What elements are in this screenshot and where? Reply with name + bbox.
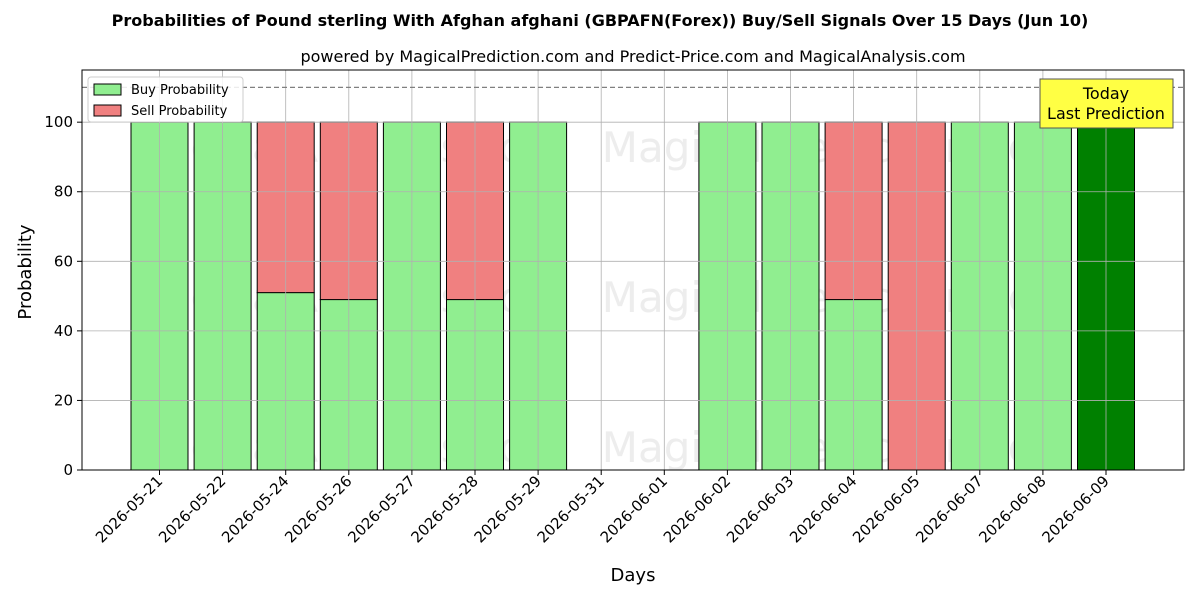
x-tick-label: 2026-05-31 bbox=[534, 472, 608, 546]
legend-swatch bbox=[93, 104, 122, 117]
x-tick-label: 2026-06-01 bbox=[597, 472, 671, 546]
annotation-text: Last Prediction bbox=[1047, 104, 1165, 123]
x-tick-label: 2026-06-08 bbox=[975, 472, 1049, 546]
legend-label: Buy Probability bbox=[131, 83, 229, 98]
x-tick-label: 2026-06-03 bbox=[723, 472, 797, 546]
legend: Buy Probability Sell Probability bbox=[87, 76, 244, 123]
y-tick-label: 40 bbox=[54, 322, 73, 340]
x-tick-label: 2026-05-24 bbox=[218, 472, 292, 546]
annotation-box bbox=[1039, 78, 1174, 129]
y-tick-label: 100 bbox=[44, 113, 73, 131]
plot-area: MagicalAnalysis.comMagicalPrediction.com… bbox=[44, 69, 1185, 546]
plot-frame bbox=[81, 69, 1185, 471]
x-tick-label: 2026-05-26 bbox=[281, 472, 355, 546]
y-tick-label: 60 bbox=[54, 252, 73, 270]
legend-label: Sell Probability bbox=[131, 104, 228, 119]
y-axis-label: Probability bbox=[15, 224, 36, 319]
x-tick-label: 2026-06-09 bbox=[1038, 472, 1112, 546]
y-tick-label: 0 bbox=[63, 461, 73, 479]
x-axis-label: Days bbox=[611, 565, 656, 586]
x-tick-label: 2026-05-29 bbox=[471, 472, 545, 546]
annotation-text: Today bbox=[1082, 84, 1129, 103]
x-tick-label: 2026-06-02 bbox=[660, 472, 734, 546]
x-tick-label: 2026-05-21 bbox=[92, 472, 166, 546]
legend-swatch bbox=[93, 83, 122, 96]
x-tick-label: 2026-06-05 bbox=[849, 472, 923, 546]
y-tick-label: 80 bbox=[54, 183, 73, 201]
x-tick-label: 2026-05-27 bbox=[344, 472, 418, 546]
chart-subtitle: powered by MagicalPrediction.com and Pre… bbox=[300, 47, 965, 66]
y-tick-label: 20 bbox=[54, 391, 73, 409]
legend-box bbox=[87, 76, 244, 123]
chart-title: Probabilities of Pound sterling With Afg… bbox=[112, 11, 1089, 30]
x-tick-label: 2026-06-04 bbox=[786, 472, 860, 546]
x-tick-label: 2026-05-22 bbox=[155, 472, 229, 546]
x-tick-label: 2026-06-07 bbox=[912, 472, 986, 546]
x-tick-label: 2026-05-28 bbox=[407, 472, 481, 546]
